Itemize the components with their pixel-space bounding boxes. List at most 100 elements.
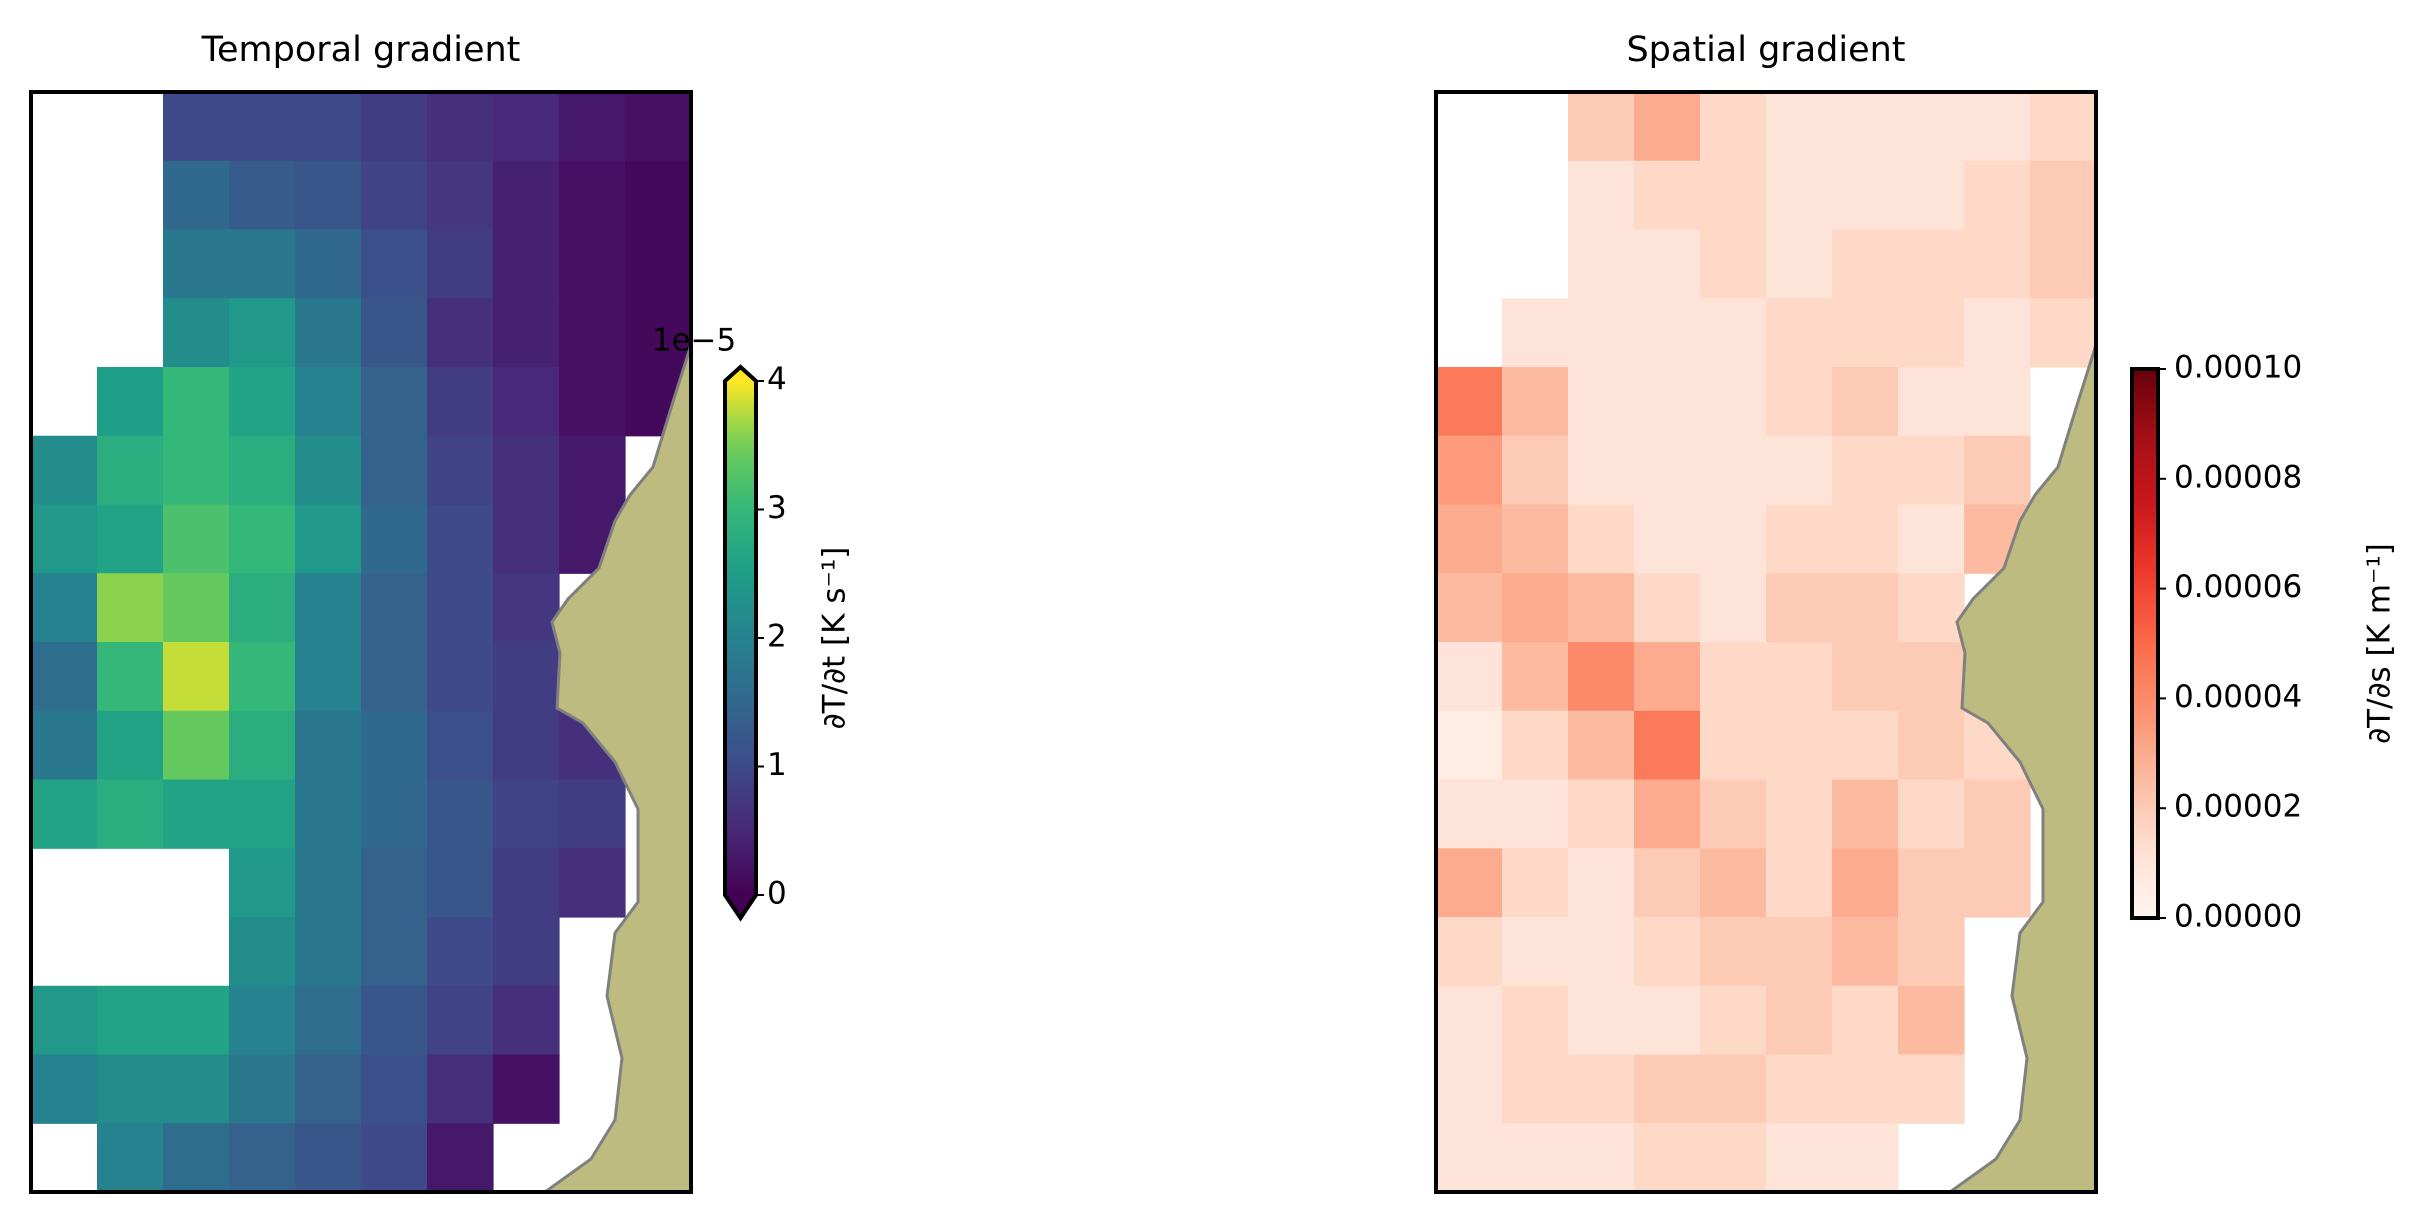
heatmap-cell xyxy=(2030,92,2097,162)
heatmap-cell xyxy=(163,1123,230,1193)
heatmap-cell xyxy=(1502,779,1569,849)
colorbar-extend xyxy=(725,367,756,381)
heatmap-cell xyxy=(1634,367,1701,437)
heatmap-cell xyxy=(427,229,494,299)
heatmap-cell xyxy=(1568,92,1635,162)
heatmap-cell xyxy=(1832,848,1899,918)
heatmap-cell xyxy=(295,779,362,849)
heatmap-cell xyxy=(97,504,164,574)
heatmap-cell xyxy=(625,229,692,299)
heatmap-cell xyxy=(1700,710,1767,781)
heatmap-cell xyxy=(427,917,494,987)
heatmap-cell xyxy=(1964,779,2031,849)
heatmap-cell xyxy=(1832,573,1899,643)
heatmap-cell xyxy=(295,435,362,506)
colorbar-offset: 1e−5 xyxy=(652,323,737,359)
heatmap-cell xyxy=(229,985,296,1056)
heatmap-cell xyxy=(1832,1054,1899,1124)
heatmap-cell xyxy=(1502,1054,1569,1124)
heatmap-cell xyxy=(1964,160,2031,231)
colorbar xyxy=(725,381,756,895)
heatmap-cell xyxy=(1568,1123,1635,1193)
heatmap-cell xyxy=(97,985,164,1056)
heatmap-cell xyxy=(1898,710,1965,781)
heatmap-cell xyxy=(1634,848,1701,918)
heatmap-cell xyxy=(163,985,230,1056)
heatmap-cell xyxy=(163,1054,230,1124)
heatmap-cell xyxy=(163,642,230,712)
heatmap-cell xyxy=(1700,985,1767,1056)
heatmap-cell xyxy=(295,1123,362,1193)
heatmap-cell xyxy=(361,642,428,712)
heatmap-cell xyxy=(361,298,428,368)
heatmap-cell xyxy=(361,1123,428,1193)
heatmap-cell xyxy=(493,504,560,574)
heatmap-cell xyxy=(31,642,98,712)
heatmap-cell xyxy=(1832,779,1899,849)
heatmap-cell xyxy=(1898,848,1965,918)
heatmap-cell xyxy=(163,779,230,849)
heatmap-cell xyxy=(427,848,494,918)
heatmap-cell xyxy=(295,573,362,643)
heatmap-cell xyxy=(229,160,296,231)
colorbar-extend xyxy=(725,895,756,918)
heatmap-cell xyxy=(1766,1123,1833,1193)
colorbar-tick-label: 0.00010 xyxy=(2174,350,2302,386)
heatmap-cell xyxy=(1964,92,2031,162)
heatmap-cell xyxy=(1700,504,1767,574)
heatmap-cell xyxy=(1568,160,1635,231)
heatmap-cell xyxy=(2030,160,2097,231)
heatmap-cell xyxy=(2030,298,2097,368)
heatmap-cell xyxy=(1568,435,1635,506)
heatmap-cell xyxy=(1502,848,1569,918)
heatmap-cell xyxy=(1700,1123,1767,1193)
heatmap-cell xyxy=(1436,710,1503,781)
heatmap-cell xyxy=(1898,1054,1965,1124)
heatmap-cell xyxy=(1634,229,1701,299)
heatmap-cell xyxy=(1502,504,1569,574)
heatmap-cell xyxy=(1832,642,1899,712)
heatmap-cell xyxy=(163,435,230,506)
heatmap-cell xyxy=(559,92,626,162)
heatmap-cell xyxy=(361,367,428,437)
heatmap-cell xyxy=(1700,160,1767,231)
heatmap-cell xyxy=(559,779,626,849)
heatmap-cell xyxy=(1766,298,1833,368)
heatmap-cell xyxy=(97,1054,164,1124)
panel-title: Spatial gradient xyxy=(1626,30,1905,70)
heatmap-cell xyxy=(229,573,296,643)
heatmap-cell xyxy=(163,92,230,162)
heatmap-cell xyxy=(31,504,98,574)
heatmap-cell xyxy=(427,435,494,506)
heatmap-cell xyxy=(97,573,164,643)
heatmap-cell xyxy=(361,917,428,987)
heatmap-cell xyxy=(493,848,560,918)
heatmap-cell xyxy=(559,298,626,368)
heatmap-cell xyxy=(1832,504,1899,574)
heatmap-cell xyxy=(427,367,494,437)
heatmap-cell xyxy=(163,229,230,299)
heatmap-cell xyxy=(295,917,362,987)
heatmap-cell xyxy=(295,92,362,162)
heatmap-cell xyxy=(295,642,362,712)
heatmap-cell xyxy=(493,642,560,712)
heatmap-cell xyxy=(1568,985,1635,1056)
heatmap-cell xyxy=(427,160,494,231)
heatmap-cell xyxy=(493,92,560,162)
heatmap-cell xyxy=(1436,1054,1503,1124)
heatmap-cell xyxy=(361,229,428,299)
heatmap-cell xyxy=(1634,298,1701,368)
heatmap-cell xyxy=(1766,92,1833,162)
heatmap-cell xyxy=(97,642,164,712)
heatmap-cell xyxy=(427,504,494,574)
heatmap-cell xyxy=(1634,1123,1701,1193)
heatmap-cell xyxy=(427,985,494,1056)
heatmap-cell xyxy=(1700,1054,1767,1124)
heatmap-cell xyxy=(1898,642,1965,712)
heatmap-cell xyxy=(1436,917,1503,987)
heatmap-cell xyxy=(229,1123,296,1193)
heatmap-cell xyxy=(1766,160,1833,231)
heatmap-cell xyxy=(229,779,296,849)
heatmap-cell xyxy=(1700,229,1767,299)
heatmap-cell xyxy=(559,848,626,918)
